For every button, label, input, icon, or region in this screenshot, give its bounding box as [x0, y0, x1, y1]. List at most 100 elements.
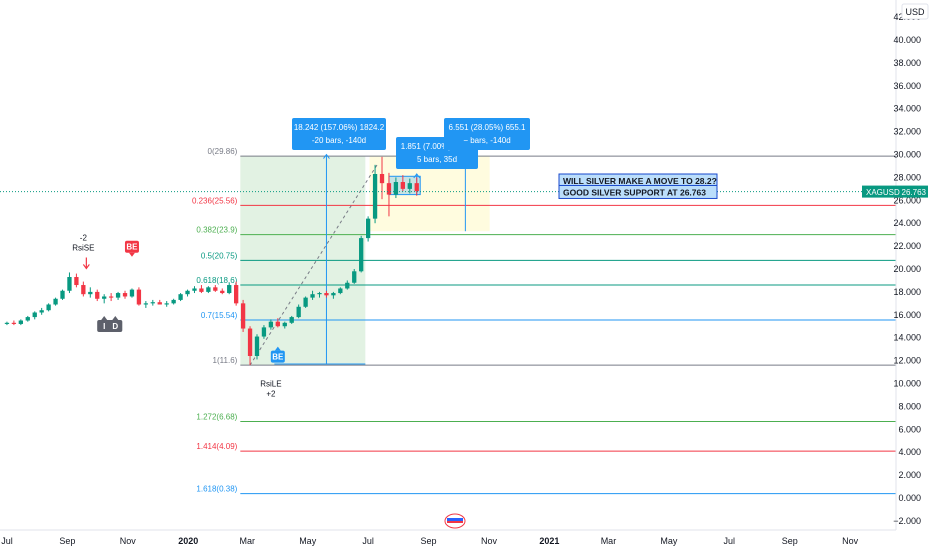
note-box[interactable]: WILL SILVER MAKE A MOVE TO 28.2?: [558, 173, 718, 188]
candle[interactable]: [331, 291, 336, 299]
note-box[interactable]: GOOD SILVER SUPPORT AT 26.763: [558, 184, 718, 199]
candle[interactable]: [414, 177, 419, 196]
candle[interactable]: [213, 285, 218, 292]
candle[interactable]: [81, 281, 86, 297]
y-tick-label: 20.000: [893, 264, 921, 274]
measure-box[interactable]: 18.242 (157.06%) 1824.2 -20 bars, -140d: [292, 118, 386, 150]
signal-marker[interactable]: BE: [124, 240, 139, 257]
candle[interactable]: [282, 321, 287, 329]
signal-badge: [124, 240, 139, 253]
y-tick-label: 38.000: [893, 58, 921, 68]
candle[interactable]: [171, 298, 176, 305]
fib-layer: 0(29.86) 0.236(25.56) 0.382(23.9) 0.5(20.75…: [192, 147, 896, 495]
y-tick-label: 12.000: [893, 356, 921, 366]
candle[interactable]: [352, 269, 357, 284]
candle[interactable]: [192, 286, 197, 294]
candle[interactable]: [60, 289, 65, 300]
measure-box[interactable]: 6.551 (28.05%) 655.1 − bars, -140d: [444, 118, 530, 150]
candle[interactable]: [88, 287, 93, 298]
price-tag-value: 26.763: [902, 188, 927, 197]
candle[interactable]: [18, 319, 23, 326]
candle[interactable]: [303, 296, 308, 308]
candle[interactable]: [157, 299, 162, 305]
candle[interactable]: [143, 301, 149, 308]
candle-body: [53, 298, 58, 305]
candle[interactable]: [11, 320, 17, 326]
candle[interactable]: [115, 291, 121, 300]
candle-body: [4, 322, 10, 324]
candle[interactable]: [122, 290, 128, 299]
x-tick-label: Jul: [362, 536, 374, 546]
candle[interactable]: [359, 235, 364, 273]
x-tick-label: Mar: [601, 536, 617, 546]
signal-label: -2: [80, 233, 88, 242]
candle[interactable]: [25, 315, 30, 322]
candle[interactable]: [136, 287, 142, 306]
signal-marker[interactable]: RsiLE+2: [260, 380, 281, 399]
candle[interactable]: [102, 294, 107, 304]
candle-body: [108, 296, 114, 298]
x-tick-label: Nov: [481, 536, 498, 546]
candle[interactable]: [296, 304, 301, 319]
candle[interactable]: [234, 281, 239, 306]
fib-label: 1.414(4.09): [196, 442, 237, 451]
candles-layer: [0, 156, 896, 366]
candle[interactable]: [39, 307, 44, 315]
candle[interactable]: [345, 280, 350, 290]
time-axis[interactable]: Jul Sep Nov 2020 Mar May Jul Sep Nov 2021 Mar May Ju…: [1, 536, 858, 546]
candle[interactable]: [53, 297, 58, 306]
candle-body: [310, 294, 315, 298]
candle[interactable]: [46, 303, 51, 312]
candle[interactable]: [400, 175, 406, 192]
candle[interactable]: [365, 216, 371, 242]
candle[interactable]: [185, 289, 190, 297]
candle-body: [234, 285, 239, 304]
x-tick-label: Jul: [1, 536, 13, 546]
candle[interactable]: [324, 290, 329, 298]
candle[interactable]: [129, 288, 135, 298]
candle[interactable]: [289, 315, 294, 324]
candle[interactable]: [240, 299, 246, 332]
currency-label[interactable]: USD: [901, 3, 929, 20]
x-tick-label: Nov: [842, 536, 859, 546]
candle[interactable]: [178, 293, 183, 302]
candle[interactable]: [74, 273, 79, 288]
last-price-tag[interactable]: XAGUSD 26.763: [862, 185, 928, 198]
candle[interactable]: [275, 318, 280, 328]
signal-marker[interactable]: BE: [270, 346, 285, 363]
candle[interactable]: [379, 156, 385, 200]
candle[interactable]: [393, 177, 399, 199]
candle[interactable]: [32, 311, 37, 320]
candle[interactable]: [199, 285, 204, 294]
candle[interactable]: [247, 326, 253, 366]
candle[interactable]: [150, 299, 155, 306]
candle[interactable]: [372, 164, 378, 224]
candle[interactable]: [227, 282, 232, 295]
candle-body: [171, 299, 176, 304]
signal-marker[interactable]: D: [108, 315, 123, 332]
note-text: GOOD SILVER SUPPORT AT 26.763: [563, 187, 706, 197]
signal-marker[interactable]: I: [97, 315, 112, 332]
candle-body: [338, 288, 343, 294]
candle[interactable]: [95, 289, 100, 302]
candle[interactable]: [67, 272, 72, 294]
candle[interactable]: [164, 301, 169, 307]
candle[interactable]: [206, 286, 211, 294]
candle[interactable]: [108, 293, 114, 302]
measure-text: -20 bars, -140d: [312, 136, 366, 145]
candle[interactable]: [261, 325, 267, 339]
candle[interactable]: [268, 319, 274, 330]
candle[interactable]: [4, 321, 10, 326]
candle[interactable]: [407, 178, 412, 194]
candle[interactable]: [317, 291, 322, 298]
candle[interactable]: [386, 172, 392, 217]
candle[interactable]: [310, 290, 315, 300]
candle[interactable]: [220, 288, 225, 295]
candle[interactable]: [338, 287, 343, 295]
candle[interactable]: [254, 334, 260, 360]
y-tick-label: 2.000: [898, 470, 921, 480]
